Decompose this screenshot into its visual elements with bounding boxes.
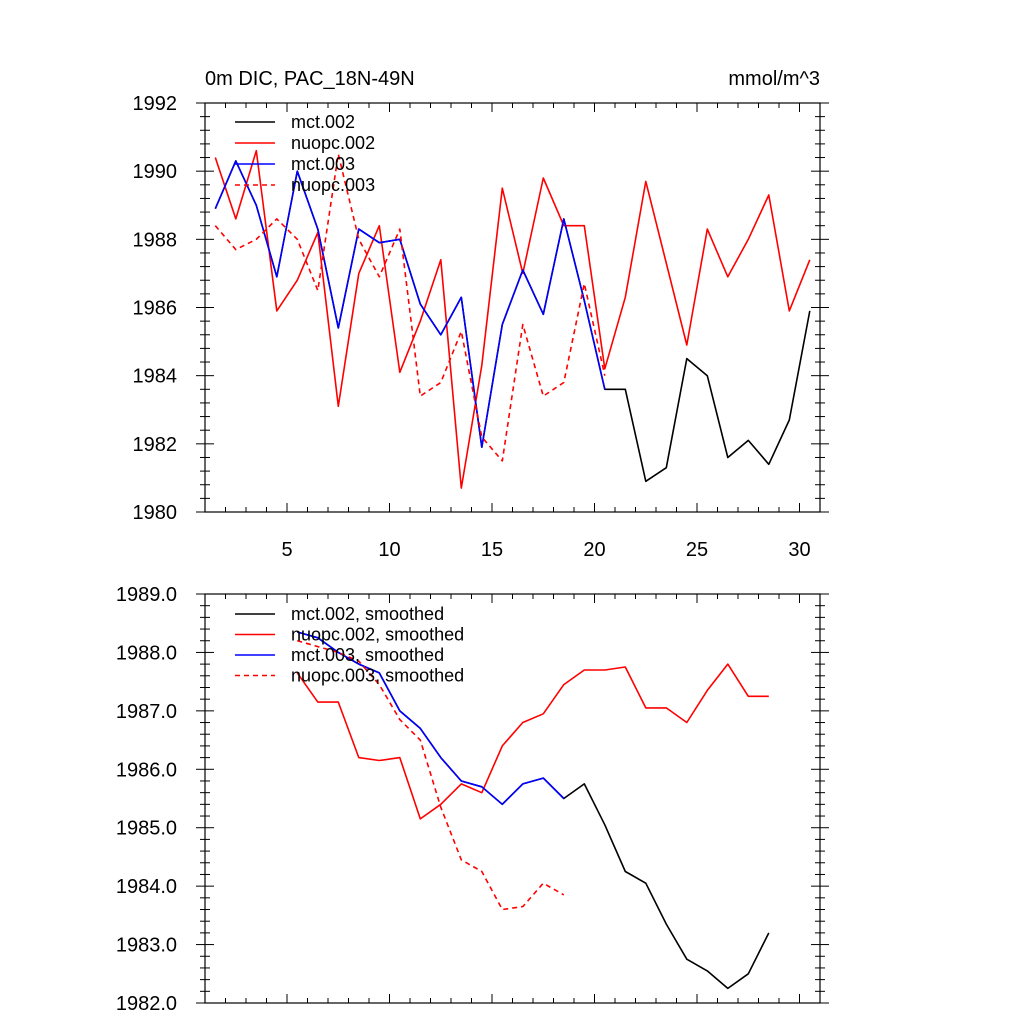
- legend-label: nuopc.002, smoothed: [291, 625, 464, 645]
- y-tick-label: 1982.0: [116, 993, 177, 1015]
- top-panel-title: 0m DIC, PAC_18N-49N: [205, 68, 415, 90]
- legend-label: mct.003, smoothed: [291, 645, 444, 665]
- y-tick-label: 1986.0: [116, 759, 177, 781]
- y-tick-label: 1980: [133, 502, 178, 524]
- y-tick-label: 1992: [133, 93, 178, 115]
- y-tick-label: 1985.0: [116, 818, 177, 840]
- y-tick-label: 1988.0: [116, 642, 177, 664]
- series-line-nuopc-002-smoothed: [296, 663, 769, 820]
- legend-label: mct.002, smoothed: [291, 604, 444, 624]
- y-tick-label: 1988: [133, 229, 178, 251]
- legend-label: mct.002: [291, 112, 355, 132]
- series-line-mct-002: [214, 160, 811, 483]
- y-tick-label: 1990: [133, 161, 178, 183]
- y-tick-label: 1989.0: [116, 584, 177, 606]
- y-tick-label: 1984: [133, 366, 178, 388]
- y-tick-label: 1986: [133, 298, 178, 320]
- top-panel: 0m DIC, PAC_18N-49N mmol/m^3 5 10 15 20 25 30…: [133, 68, 829, 561]
- series-line-mct-003: [214, 160, 606, 449]
- x-tick-label: 25: [686, 539, 708, 561]
- y-tick-label: 1982: [133, 434, 178, 456]
- legend-label: mct.003: [291, 154, 355, 174]
- top-panel-units: mmol/m^3: [728, 68, 820, 90]
- series-line-nuopc-003: [214, 153, 606, 462]
- x-tick-label: 20: [583, 539, 605, 561]
- y-tick-label: 1983.0: [116, 935, 177, 957]
- bottom-panel: 1982.0 1983.0 1984.0 1985.0 1986.0 1987.0 1988…: [116, 584, 829, 1015]
- x-tick-label: 15: [481, 539, 503, 561]
- x-tick-label: 30: [788, 539, 810, 561]
- y-tick-label: 1987.0: [116, 701, 177, 723]
- legend-label: nuopc.002: [291, 133, 375, 153]
- x-tick-label: 5: [281, 539, 292, 561]
- x-tick-label: 10: [378, 539, 400, 561]
- y-tick-label: 1984.0: [116, 876, 177, 898]
- series-line-nuopc-003-smoothed: [297, 639, 565, 911]
- series-line-nuopc-002: [214, 149, 811, 489]
- legend-label: nuopc.003, smoothed: [291, 666, 464, 686]
- legend-label: nuopc.003: [291, 175, 375, 195]
